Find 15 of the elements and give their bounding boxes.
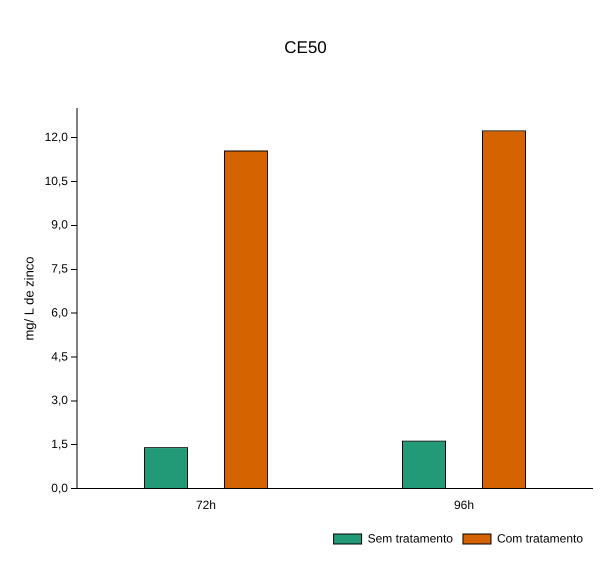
y-tick-label: 7,5 bbox=[51, 262, 68, 276]
legend-label: Sem tratamento bbox=[368, 531, 454, 546]
y-tick-label: 0,0 bbox=[51, 480, 68, 495]
chart-title: CE50 bbox=[284, 38, 327, 57]
y-tick-label: 1,5 bbox=[51, 437, 68, 452]
y-tick-label: 3,0 bbox=[51, 393, 68, 408]
y-tick-label: 10,5 bbox=[44, 174, 68, 188]
y-axis-title: mg/ L de zinco bbox=[21, 256, 36, 341]
y-tick-label: 9,0 bbox=[51, 218, 68, 232]
x-tick-label: 96h bbox=[454, 498, 474, 512]
y-tick-label: 4,5 bbox=[51, 349, 68, 364]
y-tick-label: 6,0 bbox=[51, 305, 68, 320]
x-tick-label: 72h bbox=[196, 498, 216, 512]
y-tick-label: 12,0 bbox=[44, 130, 68, 144]
legend-label: Com tratamento bbox=[496, 531, 584, 546]
